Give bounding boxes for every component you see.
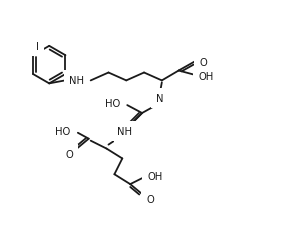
Text: HO: HO: [105, 99, 120, 109]
Text: N: N: [156, 94, 164, 104]
Text: OH: OH: [198, 72, 214, 82]
Text: O: O: [119, 128, 126, 138]
Text: I: I: [37, 42, 39, 52]
Text: OH: OH: [147, 171, 162, 181]
Text: O: O: [146, 194, 154, 204]
Text: O: O: [65, 150, 73, 160]
Text: NH: NH: [69, 76, 84, 86]
Text: NH: NH: [117, 126, 132, 136]
Text: O: O: [199, 57, 207, 67]
Text: HO: HO: [55, 126, 70, 136]
